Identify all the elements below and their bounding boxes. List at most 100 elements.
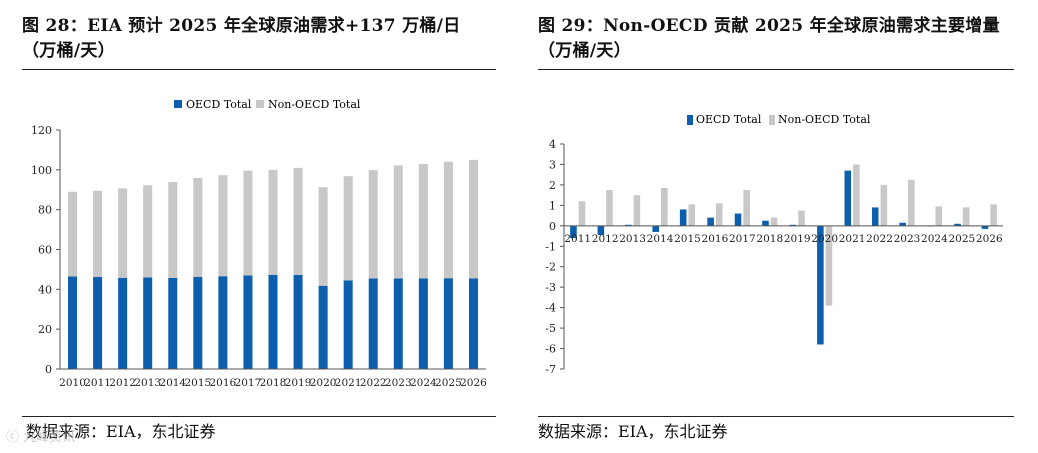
left-bar-nonoecd	[93, 190, 103, 277]
right-x-tick-label: 2012	[592, 233, 619, 245]
right-y-tick-label: 2	[549, 179, 556, 192]
right-bar-nonoecd	[935, 206, 942, 226]
right-x-tick-label: 2017	[729, 233, 756, 245]
left-bar-oecd	[243, 275, 253, 369]
left-bar-nonoecd	[293, 167, 303, 275]
left-y-tick-label: 120	[31, 124, 52, 137]
right-title-rule	[538, 69, 1014, 70]
right-source-rule	[538, 416, 1014, 417]
left-x-tick-label: 2025	[435, 377, 462, 389]
left-legend-swatch-oecd	[174, 100, 182, 108]
right-bar-oecd	[734, 213, 742, 226]
left-y-tick-label: 40	[38, 283, 52, 296]
right-chart-title: 图 29：Non-OECD 贡献 2025 年全球原油需求主要增量（万桶/天）	[538, 16, 1000, 61]
left-x-tick-label: 2010	[59, 377, 86, 389]
right-bar-nonoecd	[770, 217, 778, 226]
left-x-tick-label: 2011	[84, 377, 111, 389]
left-bar-oecd	[218, 276, 228, 369]
right-legend-swatch-nonoecd	[769, 115, 775, 125]
right-x-tick-label: 2020	[811, 233, 838, 245]
left-bar-nonoecd	[218, 175, 228, 277]
left-bar-oecd	[468, 278, 478, 369]
right-bar-nonoecd	[907, 179, 915, 226]
right-bars	[570, 164, 997, 345]
right-x-axis: 2011 2012 2013 2014 2015 2016 2017 2018 2019 2020…	[564, 225, 1003, 245]
right-bar-oecd	[844, 170, 852, 226]
right-x-tick-label: 2026	[976, 233, 1003, 245]
left-x-tick-label: 2012	[109, 377, 136, 389]
right-x-tick-label: 2022	[866, 233, 893, 245]
right-legend-swatch-oecd	[687, 115, 693, 125]
right-y-tick-label: 1	[549, 199, 556, 212]
right-bar-nonoecd	[990, 204, 997, 226]
right-bar-oecd	[789, 224, 797, 226]
left-bar-nonoecd	[68, 191, 78, 277]
left-bar-nonoecd	[268, 169, 278, 275]
right-y-tick-label: 0	[549, 220, 556, 233]
right-bar-oecd	[899, 222, 906, 226]
left-bar-nonoecd	[393, 165, 403, 279]
left-x-tick-label: 2020	[310, 377, 337, 389]
left-bar-oecd	[118, 277, 128, 369]
left-y-axis: 0 20 40 60 80 100 120	[31, 124, 61, 376]
left-x-tick-label: 2014	[159, 377, 186, 389]
left-bar-oecd	[293, 274, 303, 369]
left-bar-nonoecd	[143, 185, 153, 278]
left-bar-oecd	[268, 274, 278, 369]
left-source-rule	[22, 416, 496, 417]
left-bar-nonoecd	[243, 170, 253, 276]
right-bar-nonoecd	[880, 184, 888, 226]
left-legend-label-oecd: OECD Total	[186, 98, 252, 111]
right-y-tick-label: -2	[545, 261, 556, 274]
left-bar-nonoecd	[168, 181, 178, 278]
left-source-note: 数据来源：EIA，东北证券	[26, 422, 216, 441]
left-bar-oecd	[343, 280, 353, 369]
left-bar-oecd	[93, 276, 103, 369]
right-x-tick-label: 2018	[756, 233, 783, 245]
left-y-tick-label: 80	[38, 204, 52, 217]
right-y-tick-label: -4	[545, 302, 556, 315]
left-title-rule	[22, 69, 496, 70]
left-bar-nonoecd	[118, 188, 128, 278]
right-x-tick-label: 2015	[674, 233, 701, 245]
right-x-tick-label: 2024	[921, 233, 948, 245]
left-bar-oecd	[418, 278, 428, 369]
right-legend-label-oecd: OECD Total	[696, 113, 762, 126]
left-x-axis: 2010201120122013201420152016201720182019…	[59, 368, 487, 389]
left-x-tick-label: 2021	[335, 377, 362, 389]
right-y-tick-label: -6	[545, 343, 556, 356]
left-bar-oecd	[168, 277, 178, 369]
left-bar-oecd	[193, 276, 203, 369]
left-legend-swatch-nonoecd	[256, 100, 264, 108]
right-y-tick-label: 3	[549, 158, 556, 171]
right-legend-label-nonoecd: Non-OECD Total	[778, 113, 871, 126]
left-x-tick-label: 2019	[285, 377, 312, 389]
right-bar-nonoecd	[688, 204, 696, 226]
right-x-tick-label: 2023	[894, 233, 921, 245]
right-bar-nonoecd	[962, 207, 970, 226]
left-x-tick-label: 2017	[235, 377, 262, 389]
left-bar-oecd	[443, 278, 453, 369]
left-bar-nonoecd	[343, 176, 353, 281]
left-x-tick-label: 2015	[184, 377, 211, 389]
right-bar-nonoecd	[825, 225, 833, 306]
left-stacked-bar-chart: OECD Total Non-OECD Total 0 20 40 60 80 100 12…	[31, 98, 487, 389]
left-y-tick-label: 0	[45, 363, 52, 376]
left-bar-oecd	[143, 277, 153, 369]
right-bar-oecd	[954, 223, 961, 226]
right-bar-nonoecd	[606, 190, 613, 226]
left-bar-nonoecd	[468, 159, 478, 279]
right-x-tick-label: 2019	[784, 233, 811, 245]
right-source-note: 数据来源：EIA，东北证券	[538, 422, 728, 441]
right-grouped-bar-chart: OECD Total Non-OECD Total 4 3 2 1 0 -1 -2 -3 -4 -…	[545, 113, 1003, 376]
right-x-tick-label: 2011	[564, 233, 591, 245]
left-bar-nonoecd	[443, 161, 453, 279]
right-x-tick-label: 2025	[948, 233, 975, 245]
left-y-tick-label: 60	[38, 244, 52, 257]
right-bar-nonoecd	[798, 210, 805, 226]
right-bar-oecd	[981, 225, 989, 229]
right-bar-oecd	[871, 207, 879, 226]
right-x-tick-label: 2014	[647, 233, 674, 245]
left-bar-oecd	[318, 285, 328, 369]
left-x-tick-label: 2013	[134, 377, 161, 389]
